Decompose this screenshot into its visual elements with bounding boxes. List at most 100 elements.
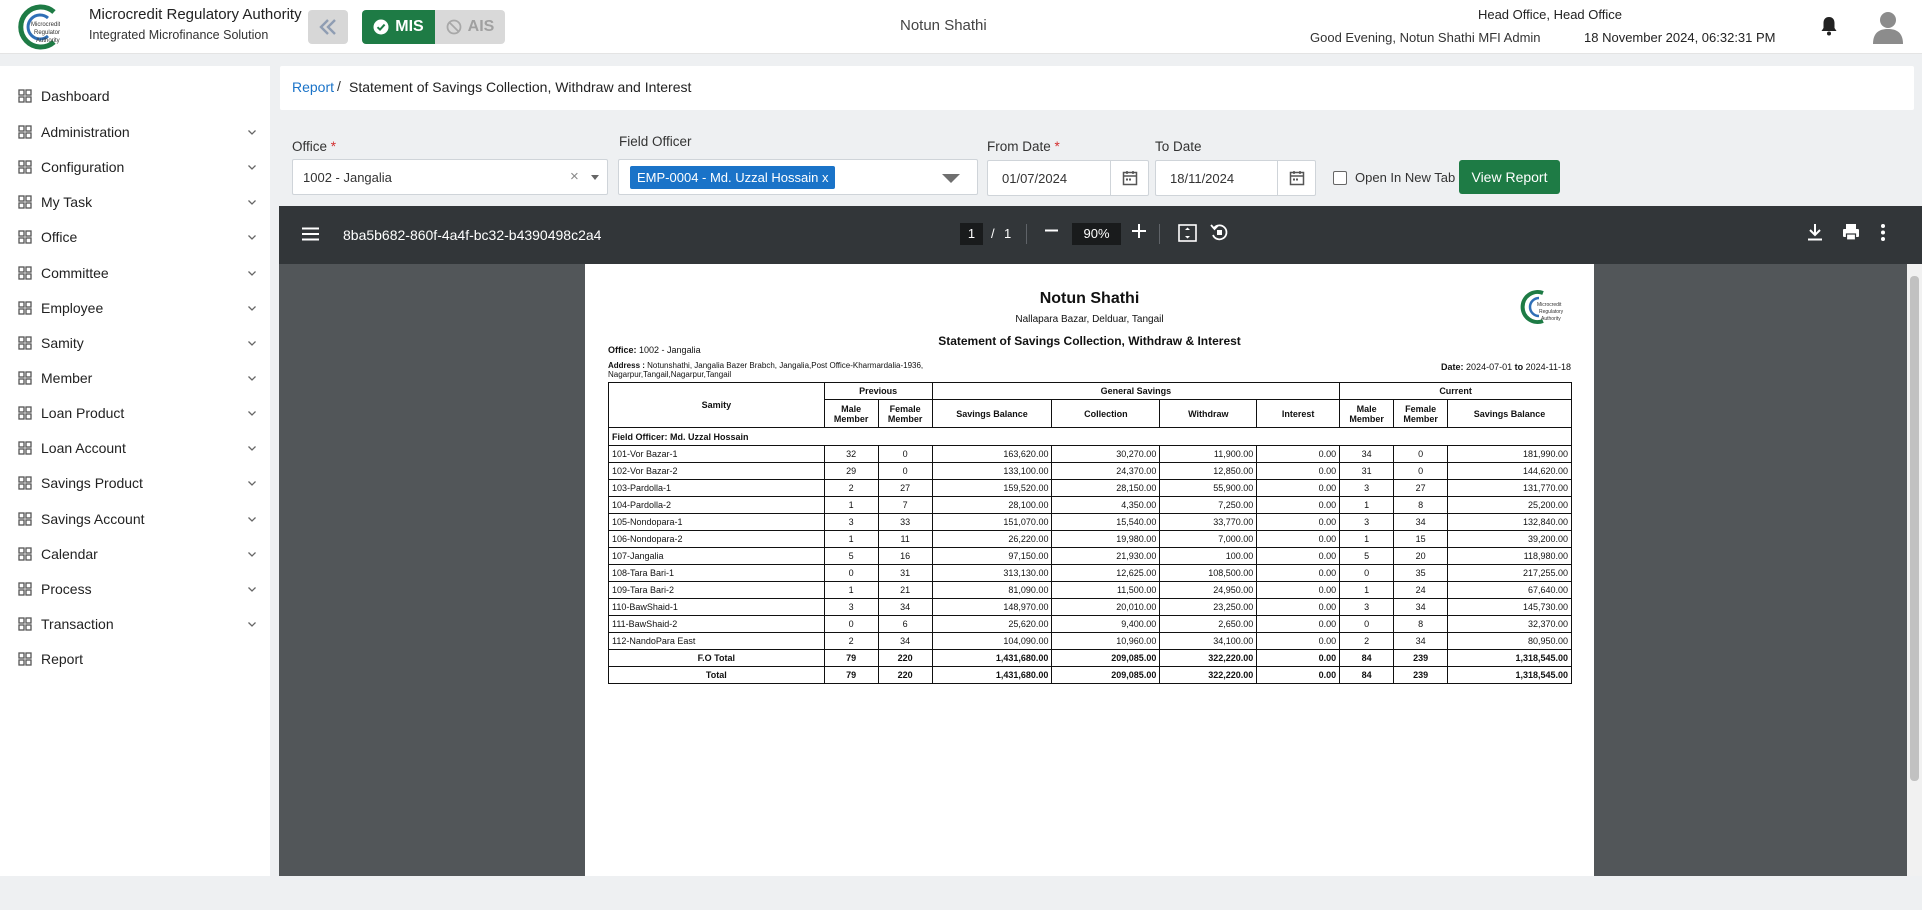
sidebar-item-committee[interactable]: Committee <box>0 253 270 293</box>
sidebar-item-label: My Task <box>41 194 93 210</box>
table-cell: 0.00 <box>1256 479 1341 497</box>
fo-total-row: F.O Total 79 220 1,431,680.00 209,085.00 322,… <box>608 649 1572 667</box>
col-curr-savings-balance: Savings Balance <box>1447 399 1572 428</box>
to-date-calendar-button[interactable] <box>1277 161 1315 195</box>
report-icon <box>18 652 32 666</box>
office-info: Head Office, Head Office <box>1477 7 1622 22</box>
office-label: Office * <box>292 139 337 154</box>
sidebar-item-administration[interactable]: Administration <box>0 112 270 152</box>
table-cell: 31 <box>877 564 933 582</box>
table-cell: 0 <box>1393 462 1449 480</box>
rotate-icon[interactable] <box>1210 223 1228 242</box>
zoom-in-icon[interactable] <box>1132 224 1146 238</box>
mis-toggle-button[interactable]: MIS <box>362 10 435 44</box>
clear-icon[interactable]: × <box>570 168 579 185</box>
open-new-tab-checkbox[interactable] <box>1333 171 1347 185</box>
table-cell: 5 <box>823 547 879 565</box>
sidebar-item-office[interactable]: Office <box>0 217 270 257</box>
fit-page-icon[interactable] <box>1178 224 1197 242</box>
report-office: Office: 1002 - Jangalia <box>608 345 701 355</box>
sidebar-item-loan-product[interactable]: Loan Product <box>0 393 270 433</box>
table-cell: 24 <box>1393 581 1449 599</box>
table-cell: 1 <box>823 496 879 514</box>
chevron-down-icon <box>248 376 256 381</box>
view-report-button[interactable]: View Report <box>1459 160 1560 194</box>
table-cell: 220 <box>877 649 933 667</box>
table-cell: 32 <box>823 445 879 463</box>
table-cell: 0.00 <box>1256 513 1341 531</box>
user-avatar-icon[interactable] <box>1872 10 1904 49</box>
sidebar-item-employee[interactable]: Employee <box>0 288 270 328</box>
table-cell: 3 <box>1339 479 1395 497</box>
sidebar-item-configuration[interactable]: Configuration <box>0 147 270 187</box>
sidebar-item-label: Dashboard <box>41 88 110 104</box>
ban-icon <box>446 19 462 35</box>
sidebar-item-label: Employee <box>41 300 104 316</box>
table-cell: 32,370.00 <box>1447 615 1572 633</box>
table-cell: 0.00 <box>1256 445 1341 463</box>
sidebar-item-report[interactable]: Report <box>0 639 270 679</box>
to-date-input[interactable]: 18/11/2024 <box>1155 160 1316 196</box>
sidebar-item-savings-product[interactable]: Savings Product <box>0 463 270 503</box>
field-officer-select[interactable]: EMP-0004 - Md. Uzzal Hossain x <box>618 159 978 195</box>
table-cell: 27 <box>877 479 933 497</box>
sidebar-item-my-task[interactable]: My Task <box>0 182 270 222</box>
sidebar-item-calendar[interactable]: Calendar <box>0 534 270 574</box>
sidebar-item-label: Process <box>41 581 92 597</box>
table-cell: 33,770.00 <box>1159 513 1258 531</box>
sidebar-item-label: Calendar <box>41 546 98 562</box>
zoom-level-input[interactable]: 90% <box>1072 223 1121 245</box>
savings-product-icon <box>18 476 32 490</box>
open-new-tab-label: Open In New Tab <box>1355 170 1456 185</box>
table-row: 101-Vor Bazar-1 32 0 163,620.00 30,270.00 11,… <box>608 445 1572 463</box>
page-number-input[interactable]: 1 <box>960 223 983 245</box>
sidebar-item-savings-account[interactable]: Savings Account <box>0 499 270 539</box>
breadcrumb-report-link[interactable]: Report <box>292 79 335 95</box>
table-row: 103-Pardolla-1 2 27 159,520.00 28,150.00 55,9… <box>608 479 1572 497</box>
pdf-scrollbar-thumb[interactable] <box>1910 276 1919 781</box>
office-select[interactable]: 1002 - Jangalia × <box>292 159 608 195</box>
table-cell: 105-Nondopara-1 <box>608 513 825 531</box>
collapse-sidebar-button[interactable] <box>308 10 348 44</box>
sidebar-item-dashboard[interactable]: Dashboard <box>0 76 270 116</box>
from-date-calendar-button[interactable] <box>1110 161 1148 195</box>
report-org-address: Nallapara Bazar, Delduar, Tangail <box>1015 314 1164 325</box>
table-cell: 0.00 <box>1256 581 1341 599</box>
table-row: 102-Vor Bazar-2 29 0 133,100.00 24,370.00 12,… <box>608 462 1572 480</box>
table-cell: 21 <box>877 581 933 599</box>
table-cell: 102-Vor Bazar-2 <box>608 462 825 480</box>
chevron-down-icon <box>248 165 256 170</box>
ais-toggle-button[interactable]: AIS <box>435 10 505 44</box>
notification-bell-icon[interactable] <box>1820 16 1838 41</box>
sidebar-item-samity[interactable]: Samity <box>0 323 270 363</box>
more-vertical-icon[interactable] <box>1881 224 1885 241</box>
table-cell: 0.00 <box>1256 530 1341 548</box>
sidebar-item-member[interactable]: Member <box>0 358 270 398</box>
sidebar-item-label: Configuration <box>41 159 125 175</box>
sidebar-item-transaction[interactable]: Transaction <box>0 604 270 644</box>
table-cell: 1 <box>823 530 879 548</box>
svg-text:Authority: Authority <box>36 38 60 44</box>
table-cell: 55,900.00 <box>1159 479 1258 497</box>
caret-down-icon <box>591 175 599 180</box>
download-icon[interactable] <box>1807 223 1823 241</box>
table-row: 104-Pardolla-2 1 7 28,100.00 4,350.00 7,250.0… <box>608 496 1572 514</box>
print-icon[interactable] <box>1842 223 1860 241</box>
zoom-out-icon[interactable] <box>1045 229 1058 232</box>
sidebar-item-process[interactable]: Process <box>0 569 270 609</box>
chevron-down-icon <box>248 481 256 486</box>
table-cell: 8 <box>1393 615 1449 633</box>
chevron-down-icon <box>248 341 256 346</box>
table-cell: 84 <box>1339 666 1395 684</box>
to-date-value: 18/11/2024 <box>1170 170 1235 186</box>
table-cell: 2 <box>823 479 879 497</box>
menu-icon[interactable] <box>302 227 319 241</box>
top-header: Microcredit Regulatory Authority Microcr… <box>0 0 1922 54</box>
tag-remove-icon[interactable]: x <box>821 169 829 185</box>
table-cell: 0.00 <box>1256 632 1341 650</box>
field-officer-label: Field Officer <box>619 134 692 149</box>
sidebar-item-loan-account[interactable]: Loan Account <box>0 428 270 468</box>
from-date-input[interactable]: 01/07/2024 <box>987 160 1149 196</box>
table-cell: 29 <box>823 462 879 480</box>
breadcrumb-current: Statement of Savings Collection, Withdra… <box>349 79 692 95</box>
